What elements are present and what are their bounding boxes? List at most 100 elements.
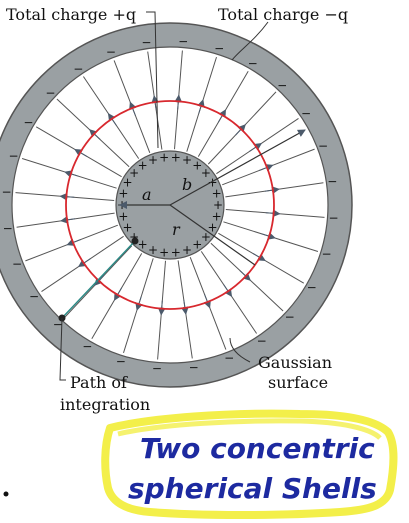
minus-charge: − [3, 222, 13, 236]
minus-charge: − [178, 35, 188, 49]
field-arrow [174, 94, 183, 110]
field-arrow [113, 287, 123, 301]
plus-charge: + [138, 238, 148, 252]
plus-charge: + [122, 220, 132, 234]
radius-r-line [169, 204, 256, 266]
minus-charge: − [29, 290, 39, 304]
total-charge-pos-label: Total charge +q [6, 5, 136, 24]
radius-b-line [169, 129, 306, 206]
field-arrow [249, 142, 263, 152]
minus-charge: − [257, 334, 267, 348]
field-arrow [129, 101, 137, 116]
plus-charge: + [192, 159, 202, 173]
plus-charge: + [129, 230, 139, 244]
field-arrow [261, 232, 276, 240]
path-label-line1: Path of [70, 373, 128, 392]
field-arrow [64, 170, 79, 178]
plus-charge: + [159, 246, 169, 260]
field-arrow [180, 299, 189, 315]
minus-charge: − [327, 174, 337, 188]
radius-r-label: r [172, 220, 181, 239]
field-arrow [203, 294, 211, 309]
field-arrow [94, 274, 105, 286]
field-arrow [60, 215, 76, 224]
minus-charge: − [318, 139, 328, 153]
gaussian-leader [229, 337, 251, 363]
minus-charge: − [214, 42, 224, 56]
plus-charge: + [148, 153, 158, 167]
minus-charge: − [1, 185, 11, 199]
field-arrow [217, 109, 227, 123]
radius-b-label: b [182, 175, 192, 194]
total-charge-pos-leader [146, 11, 159, 149]
field-arrow [252, 252, 266, 262]
plus-charge: + [182, 243, 192, 257]
minus-charge: − [12, 257, 22, 271]
field-arrow [74, 148, 88, 158]
plus-charge: + [122, 176, 132, 190]
minus-charge: − [328, 211, 338, 225]
total-charge-neg-leader [231, 21, 269, 61]
total-charge-neg-label: Total charge −q [218, 5, 348, 24]
field-arrow [66, 238, 81, 246]
field-arrow [107, 112, 117, 126]
gaussian-label-line1: Gaussian [258, 353, 332, 372]
highlight-blob [101, 409, 398, 519]
plus-charge: + [171, 150, 181, 164]
ink-dot [3, 491, 9, 497]
plus-charge: + [212, 187, 222, 201]
plus-charge: + [118, 187, 128, 201]
field-arrow [259, 164, 274, 172]
plus-charge: + [171, 246, 181, 260]
minus-charge: − [106, 45, 116, 59]
minus-charge: − [285, 310, 295, 324]
minus-charge: − [307, 281, 317, 295]
minus-charge: − [152, 362, 162, 376]
minus-charge: − [53, 318, 63, 332]
path-leader [59, 317, 66, 381]
outer-shell-negative-charges: −−−−−−−−−−−−−−−−−−−−− − −−−−−− [1, 35, 338, 376]
field-arrow [265, 209, 281, 218]
minus-charge: − [45, 86, 55, 100]
field-arrow [223, 284, 233, 298]
field-arrow [77, 258, 91, 268]
plus-charge: + [138, 159, 148, 173]
path-label-line2: integration [60, 395, 150, 414]
highlight-blob-inner [117, 418, 382, 440]
radius-a-label: a [142, 185, 152, 204]
plus-charge: + [201, 230, 211, 244]
gaussian-label-line2: surface [268, 373, 328, 392]
field-lines [15, 50, 325, 360]
path-of-integration-line [61, 240, 136, 319]
plus-charge: + [212, 210, 222, 224]
inner-shell-positive-charges: ++++++++++++++++++ + + + + ++++ [117, 150, 223, 259]
field-arrow [239, 270, 251, 281]
note-line2: spherical Shells [128, 472, 377, 505]
minus-charge: − [248, 56, 258, 70]
plus-charge: + [118, 210, 128, 224]
plus-charge: + [159, 150, 169, 164]
plus-charge: + [201, 166, 211, 180]
note-line1: Two concentric [140, 432, 375, 465]
field-arrow [59, 192, 75, 201]
field-arrow [89, 129, 101, 140]
minus-charge: − [321, 247, 331, 261]
field-arrow [235, 124, 246, 136]
minus-charge: − [8, 149, 18, 163]
minus-charge: − [23, 115, 33, 129]
minus-charge: − [224, 351, 234, 365]
plus-charge: + [192, 238, 202, 252]
field-arrow [157, 300, 166, 316]
minus-charge: − [73, 62, 83, 76]
minus-charge: − [301, 106, 311, 120]
plus-charge: + [129, 166, 139, 180]
field-arrow [197, 99, 205, 114]
plus-charge: + [182, 153, 192, 167]
plus-charge: + [207, 220, 217, 234]
field-arrow [151, 95, 160, 111]
field-arrow [135, 296, 143, 311]
minus-charge: − [189, 360, 199, 374]
plus-charge: + [148, 243, 158, 257]
plus-charge: + [213, 198, 223, 212]
minus-charge: − [82, 340, 92, 354]
